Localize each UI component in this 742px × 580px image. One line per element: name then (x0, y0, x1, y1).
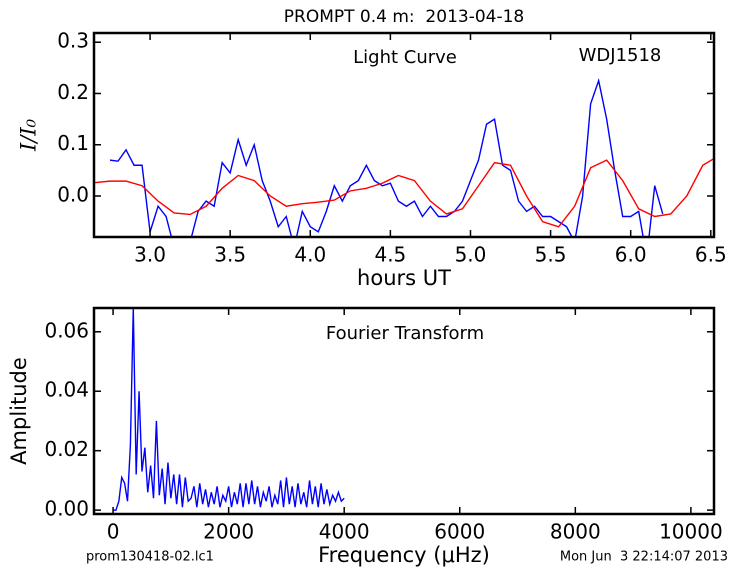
axes-frame (92, 31, 716, 239)
x-tick-label: 3.0 (134, 243, 166, 267)
plot-area (94, 78, 714, 237)
y-tick-label: 0.02 (44, 437, 89, 461)
x-axis-label: Frequency (μHz) (318, 543, 490, 567)
x-tick-label: 4000 (319, 520, 370, 544)
x-tick-label: 8000 (550, 520, 601, 544)
x-tick-label: 4.5 (374, 243, 406, 267)
y-tick-label: 0.0 (57, 182, 89, 206)
y-tick-label: 0.1 (57, 131, 89, 155)
chart-title: PROMPT 0.4 m: 2013-04-18 (284, 7, 524, 27)
x-tick-label: 10000 (659, 520, 723, 544)
x-tick-label: 6.5 (695, 243, 727, 267)
x-tick-label: 4.0 (294, 243, 326, 267)
x-axis-label: hours UT (357, 266, 451, 290)
x-tick-label: 6.0 (615, 243, 647, 267)
footer-left: prom130418-02.lc1 (86, 550, 214, 565)
y-tick-label: 0.2 (57, 80, 89, 104)
data-line (109, 78, 664, 237)
annotation: Light Curve (353, 47, 457, 68)
data-line (113, 308, 345, 511)
x-tick-label: 6000 (434, 520, 485, 544)
y-tick-label: 0.3 (57, 29, 89, 53)
data-line (94, 157, 714, 228)
footer-right: Mon Jun 3 22:14:07 2013 (560, 550, 728, 565)
y-tick-label: 0.04 (44, 378, 89, 402)
annotation: Fourier Transform (326, 323, 484, 344)
x-tick-label: 5.5 (535, 243, 567, 267)
x-tick-label: 5.0 (455, 243, 487, 267)
plot-area (113, 308, 345, 511)
x-tick-label: 3.5 (214, 243, 246, 267)
y-axis-label: Amplitude (7, 357, 31, 465)
y-tick-label: 0.06 (44, 318, 89, 342)
y-axis-label: I/I₀ (17, 118, 41, 152)
axes-frame (92, 306, 716, 516)
x-tick-label: 2000 (203, 520, 254, 544)
y-tick-label: 0.00 (44, 497, 89, 521)
annotation: WDJ1518 (579, 45, 662, 66)
x-tick-label: 0 (107, 520, 120, 544)
